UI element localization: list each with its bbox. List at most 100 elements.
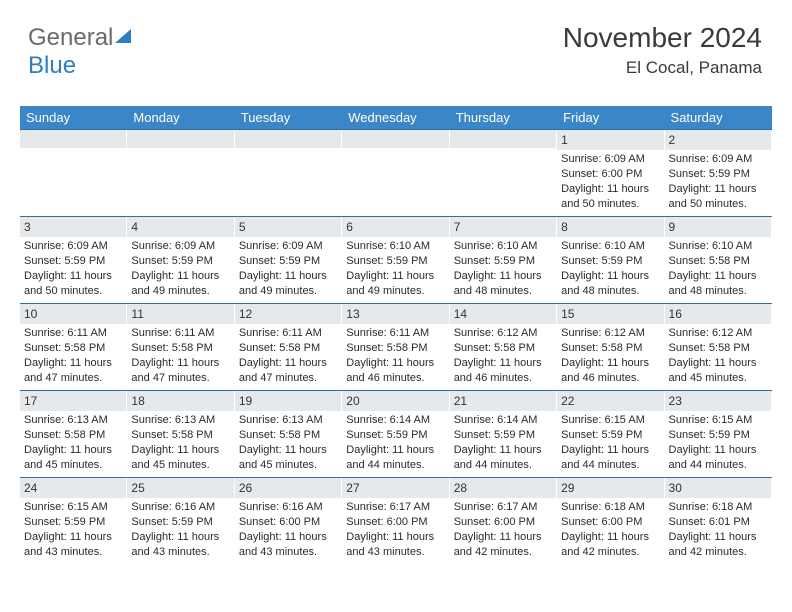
day-info: Sunrise: 6:11 AMSunset: 5:58 PMDaylight:… [20, 324, 126, 389]
sunset-text: Sunset: 5:58 PM [561, 341, 659, 356]
day-number [450, 130, 556, 148]
day-cell: 26Sunrise: 6:16 AMSunset: 6:00 PMDayligh… [235, 478, 342, 564]
sunset-text: Sunset: 5:59 PM [346, 254, 444, 269]
day-cell: 22Sunrise: 6:15 AMSunset: 5:59 PMDayligh… [557, 391, 664, 477]
day-info: Sunrise: 6:18 AMSunset: 6:00 PMDaylight:… [557, 498, 663, 563]
sunset-text: Sunset: 5:58 PM [131, 341, 229, 356]
day-cell [20, 130, 127, 216]
sunrise-text: Sunrise: 6:11 AM [131, 326, 229, 341]
day-number: 16 [665, 304, 771, 324]
day-info: Sunrise: 6:12 AMSunset: 5:58 PMDaylight:… [665, 324, 771, 389]
day-cell: 5Sunrise: 6:09 AMSunset: 5:59 PMDaylight… [235, 217, 342, 303]
day-number: 14 [450, 304, 556, 324]
week-row: 24Sunrise: 6:15 AMSunset: 5:59 PMDayligh… [20, 477, 772, 564]
col-thursday: Thursday [450, 106, 557, 129]
sunset-text: Sunset: 6:00 PM [239, 515, 337, 530]
day-number: 15 [557, 304, 663, 324]
day-info: Sunrise: 6:10 AMSunset: 5:59 PMDaylight:… [557, 237, 663, 302]
sunrise-text: Sunrise: 6:10 AM [669, 239, 767, 254]
day-number: 5 [235, 217, 341, 237]
day-number: 22 [557, 391, 663, 411]
day-info: Sunrise: 6:14 AMSunset: 5:59 PMDaylight:… [450, 411, 556, 476]
daylight-text: Daylight: 11 hours and 44 minutes. [454, 443, 552, 473]
sunrise-text: Sunrise: 6:09 AM [239, 239, 337, 254]
sunset-text: Sunset: 5:59 PM [561, 428, 659, 443]
week-row: 1Sunrise: 6:09 AMSunset: 6:00 PMDaylight… [20, 129, 772, 216]
sunrise-text: Sunrise: 6:09 AM [669, 152, 767, 167]
sunset-text: Sunset: 5:58 PM [669, 341, 767, 356]
day-cell: 1Sunrise: 6:09 AMSunset: 6:00 PMDaylight… [557, 130, 664, 216]
sunset-text: Sunset: 5:59 PM [131, 515, 229, 530]
daylight-text: Daylight: 11 hours and 47 minutes. [24, 356, 122, 386]
day-number: 1 [557, 130, 663, 150]
day-info: Sunrise: 6:17 AMSunset: 6:00 PMDaylight:… [342, 498, 448, 563]
sunset-text: Sunset: 5:58 PM [239, 341, 337, 356]
day-info: Sunrise: 6:18 AMSunset: 6:01 PMDaylight:… [665, 498, 771, 563]
day-number: 10 [20, 304, 126, 324]
day-number: 28 [450, 478, 556, 498]
day-info: Sunrise: 6:15 AMSunset: 5:59 PMDaylight:… [665, 411, 771, 476]
day-info: Sunrise: 6:13 AMSunset: 5:58 PMDaylight:… [20, 411, 126, 476]
day-number: 7 [450, 217, 556, 237]
weeks-container: 1Sunrise: 6:09 AMSunset: 6:00 PMDaylight… [20, 129, 772, 564]
day-info: Sunrise: 6:17 AMSunset: 6:00 PMDaylight:… [450, 498, 556, 563]
daylight-text: Daylight: 11 hours and 49 minutes. [131, 269, 229, 299]
logo-part1: General [28, 24, 113, 51]
day-cell: 25Sunrise: 6:16 AMSunset: 5:59 PMDayligh… [127, 478, 234, 564]
logo-triangle-icon [115, 29, 131, 43]
day-info: Sunrise: 6:11 AMSunset: 5:58 PMDaylight:… [235, 324, 341, 389]
day-info: Sunrise: 6:15 AMSunset: 5:59 PMDaylight:… [557, 411, 663, 476]
day-info: Sunrise: 6:11 AMSunset: 5:58 PMDaylight:… [342, 324, 448, 389]
day-cell: 7Sunrise: 6:10 AMSunset: 5:59 PMDaylight… [450, 217, 557, 303]
week-row: 10Sunrise: 6:11 AMSunset: 5:58 PMDayligh… [20, 303, 772, 390]
day-number: 4 [127, 217, 233, 237]
sunrise-text: Sunrise: 6:11 AM [24, 326, 122, 341]
day-cell [342, 130, 449, 216]
daylight-text: Daylight: 11 hours and 43 minutes. [239, 530, 337, 560]
sunrise-text: Sunrise: 6:17 AM [346, 500, 444, 515]
col-monday: Monday [127, 106, 234, 129]
daylight-text: Daylight: 11 hours and 47 minutes. [239, 356, 337, 386]
daylight-text: Daylight: 11 hours and 48 minutes. [561, 269, 659, 299]
brand-logo: General Blue [28, 24, 131, 80]
week-row: 17Sunrise: 6:13 AMSunset: 5:58 PMDayligh… [20, 390, 772, 477]
day-cell: 2Sunrise: 6:09 AMSunset: 5:59 PMDaylight… [665, 130, 772, 216]
sunset-text: Sunset: 5:59 PM [669, 428, 767, 443]
sunset-text: Sunset: 5:58 PM [131, 428, 229, 443]
week-row: 3Sunrise: 6:09 AMSunset: 5:59 PMDaylight… [20, 216, 772, 303]
day-number: 11 [127, 304, 233, 324]
sunrise-text: Sunrise: 6:09 AM [131, 239, 229, 254]
sunset-text: Sunset: 5:59 PM [454, 254, 552, 269]
day-cell: 4Sunrise: 6:09 AMSunset: 5:59 PMDaylight… [127, 217, 234, 303]
day-info: Sunrise: 6:09 AMSunset: 6:00 PMDaylight:… [557, 150, 663, 215]
col-wednesday: Wednesday [342, 106, 449, 129]
sunset-text: Sunset: 5:59 PM [24, 254, 122, 269]
day-number [342, 130, 448, 148]
day-info: Sunrise: 6:09 AMSunset: 5:59 PMDaylight:… [127, 237, 233, 302]
sunrise-text: Sunrise: 6:12 AM [561, 326, 659, 341]
sunrise-text: Sunrise: 6:11 AM [239, 326, 337, 341]
sunrise-text: Sunrise: 6:11 AM [346, 326, 444, 341]
sunset-text: Sunset: 5:59 PM [131, 254, 229, 269]
day-cell: 27Sunrise: 6:17 AMSunset: 6:00 PMDayligh… [342, 478, 449, 564]
sunrise-text: Sunrise: 6:13 AM [239, 413, 337, 428]
daylight-text: Daylight: 11 hours and 47 minutes. [131, 356, 229, 386]
daylight-text: Daylight: 11 hours and 49 minutes. [239, 269, 337, 299]
day-cell: 12Sunrise: 6:11 AMSunset: 5:58 PMDayligh… [235, 304, 342, 390]
sunrise-text: Sunrise: 6:13 AM [131, 413, 229, 428]
sunset-text: Sunset: 5:58 PM [24, 428, 122, 443]
day-number: 27 [342, 478, 448, 498]
day-info: Sunrise: 6:11 AMSunset: 5:58 PMDaylight:… [127, 324, 233, 389]
title-block: November 2024 El Cocal, Panama [563, 22, 762, 78]
col-sunday: Sunday [20, 106, 127, 129]
daylight-text: Daylight: 11 hours and 50 minutes. [561, 182, 659, 212]
day-info: Sunrise: 6:15 AMSunset: 5:59 PMDaylight:… [20, 498, 126, 563]
sunrise-text: Sunrise: 6:15 AM [561, 413, 659, 428]
sunset-text: Sunset: 5:59 PM [669, 167, 767, 182]
daylight-text: Daylight: 11 hours and 49 minutes. [346, 269, 444, 299]
daylight-text: Daylight: 11 hours and 42 minutes. [669, 530, 767, 560]
day-cell [450, 130, 557, 216]
sunrise-text: Sunrise: 6:10 AM [561, 239, 659, 254]
daylight-text: Daylight: 11 hours and 46 minutes. [561, 356, 659, 386]
sunrise-text: Sunrise: 6:15 AM [24, 500, 122, 515]
